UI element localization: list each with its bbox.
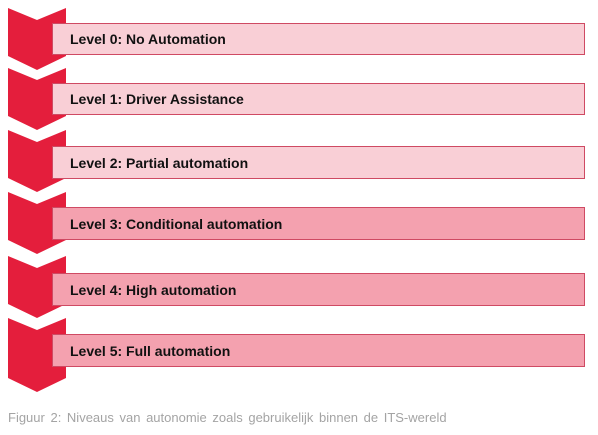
level-3-box: Level 3: Conditional automation xyxy=(52,207,585,240)
level-4-box: Level 4: High automation xyxy=(52,273,585,306)
level-1-box: Level 1: Driver Assistance xyxy=(52,83,585,115)
level-3-label: Level 3: Conditional automation xyxy=(70,215,283,232)
chevron-5 xyxy=(8,318,66,392)
chevron-arrow-stack xyxy=(8,8,66,392)
level-2-label: Level 2: Partial automation xyxy=(70,154,249,171)
automation-levels-diagram: Level 0: No Automation Level 1: Driver A… xyxy=(8,8,585,392)
chevron-3 xyxy=(8,192,66,254)
level-2-box: Level 2: Partial automation xyxy=(52,146,585,179)
level-0-label: Level 0: No Automation xyxy=(70,31,226,47)
level-4-label: Level 4: High automation xyxy=(70,281,237,298)
chevron-0 xyxy=(8,8,66,70)
level-5-label: Level 5: Full automation xyxy=(70,342,231,359)
level-5-box: Level 5: Full automation xyxy=(52,334,585,367)
level-1-label: Level 1: Driver Assistance xyxy=(70,91,244,107)
chevron-4 xyxy=(8,256,66,318)
level-0-box: Level 0: No Automation xyxy=(52,23,585,55)
chevron-1 xyxy=(8,68,66,130)
chevron-2 xyxy=(8,130,66,192)
figure-caption: Figuur 2: Niveaus van autonomie zoals ge… xyxy=(8,410,447,425)
